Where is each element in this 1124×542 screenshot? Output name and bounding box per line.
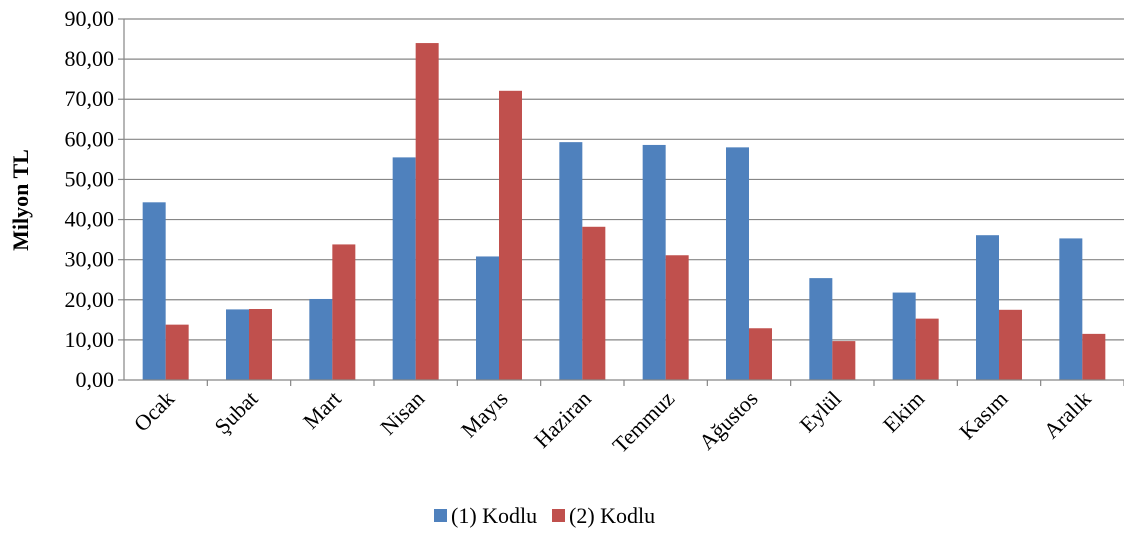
y-tick-labels: 0,00 10,00 20,00 30,00 40,00 50,00 60,00 70,00 8… [65, 6, 115, 392]
bar-2-3 [415, 43, 439, 381]
y-tick-label: 70,00 [65, 86, 115, 111]
x-category-label: Şubat [209, 386, 262, 439]
x-category-labels: Ocak Şubat Mart Nisan Mayıs Haziran Temmuz Ağus… [129, 386, 1096, 458]
bars [142, 43, 1106, 381]
x-category-label: Nisan [375, 386, 429, 440]
bar-1-0 [142, 202, 166, 380]
x-category-label: Ocak [129, 386, 180, 437]
bar-2-7 [749, 328, 772, 380]
y-tick-label: 50,00 [65, 166, 115, 191]
bar-1-8 [809, 278, 833, 380]
legend: (1) Kodlu (2) Kodlu [434, 503, 655, 528]
bar-1-3 [392, 157, 416, 380]
bar-2-9 [915, 318, 939, 380]
legend-swatch-1 [434, 509, 447, 522]
y-axis-title: Milyon TL [8, 149, 33, 251]
legend-label-2: (2) Kodlu [569, 503, 655, 528]
y-tick-label: 0,00 [76, 367, 115, 392]
bar-1-9 [892, 292, 916, 380]
bar-2-11 [1082, 333, 1106, 380]
bar-2-10 [999, 309, 1022, 380]
bar-1-1 [226, 309, 249, 380]
bar-1-4 [476, 256, 499, 380]
bar-1-7 [726, 147, 749, 380]
axes [118, 18, 1124, 386]
bar-1-2 [309, 298, 333, 380]
y-tick-label: 80,00 [65, 46, 115, 71]
bar-2-6 [665, 255, 689, 380]
bar-1-5 [559, 142, 583, 380]
x-category-label: Kasım [954, 386, 1012, 444]
y-tick-label: 20,00 [65, 287, 115, 312]
x-category-label: Mayıs [456, 386, 513, 443]
bar-2-8 [832, 341, 856, 380]
y-tick-label: 90,00 [65, 6, 115, 31]
bar-2-2 [332, 244, 356, 380]
x-category-label: Aralık [1038, 386, 1095, 443]
bar-2-5 [582, 226, 606, 380]
x-category-label: Temmuz [607, 386, 679, 458]
x-category-label: Ağustos [694, 386, 763, 455]
bar-2-0 [165, 324, 189, 380]
x-category-label: Mart [298, 386, 346, 434]
gridlines [124, 18, 1124, 341]
bar-1-11 [1059, 238, 1083, 380]
bar-1-6 [642, 144, 666, 380]
bar-2-4 [499, 90, 522, 380]
y-tick-label: 30,00 [65, 247, 115, 272]
x-category-label: Ekim [878, 386, 929, 437]
legend-label-1: (1) Kodlu [451, 503, 537, 528]
y-tick-label: 10,00 [65, 327, 115, 352]
x-category-label: Eylül [794, 386, 845, 437]
y-tick-label: 40,00 [65, 207, 115, 232]
bar-1-10 [976, 235, 999, 380]
x-category-label: Haziran [529, 386, 596, 453]
bar-2-1 [249, 309, 272, 380]
y-tick-label: 60,00 [65, 126, 115, 151]
legend-swatch-2 [552, 509, 565, 522]
